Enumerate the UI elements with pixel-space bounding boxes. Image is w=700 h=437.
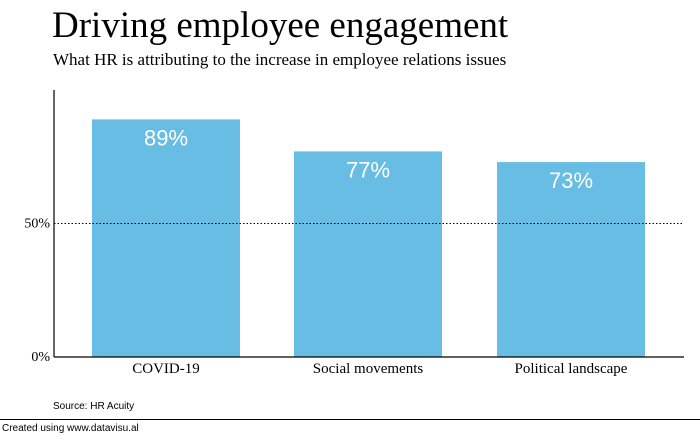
chart-subtitle: What HR is attributing to the increase i… (53, 50, 507, 69)
labels-layer: 89% COVID-19 77% Social movements 73% Politic… (24, 125, 627, 377)
axis-layer (53, 90, 684, 358)
bar-value-label-2: 73% (549, 168, 593, 193)
chart-title: Driving employee engagement (52, 5, 509, 46)
bars-layer (92, 119, 645, 358)
bar-value-label-1: 77% (346, 157, 390, 182)
source-note: Source: HR Acuity (53, 401, 135, 412)
footer-credit: Created using www.datavisu.al (2, 423, 139, 434)
bar-2 (497, 162, 645, 357)
y-tick-label-0: 0% (31, 350, 50, 365)
y-tick-label-1: 50% (24, 217, 50, 232)
category-label-1: Social movements (313, 361, 424, 377)
category-label-2: Political landscape (515, 361, 628, 377)
category-label-0: COVID-19 (132, 361, 200, 377)
bar-0 (92, 119, 240, 358)
bar-1 (294, 151, 442, 357)
bar-value-label-0: 89% (144, 125, 188, 150)
footer-divider (0, 419, 700, 420)
